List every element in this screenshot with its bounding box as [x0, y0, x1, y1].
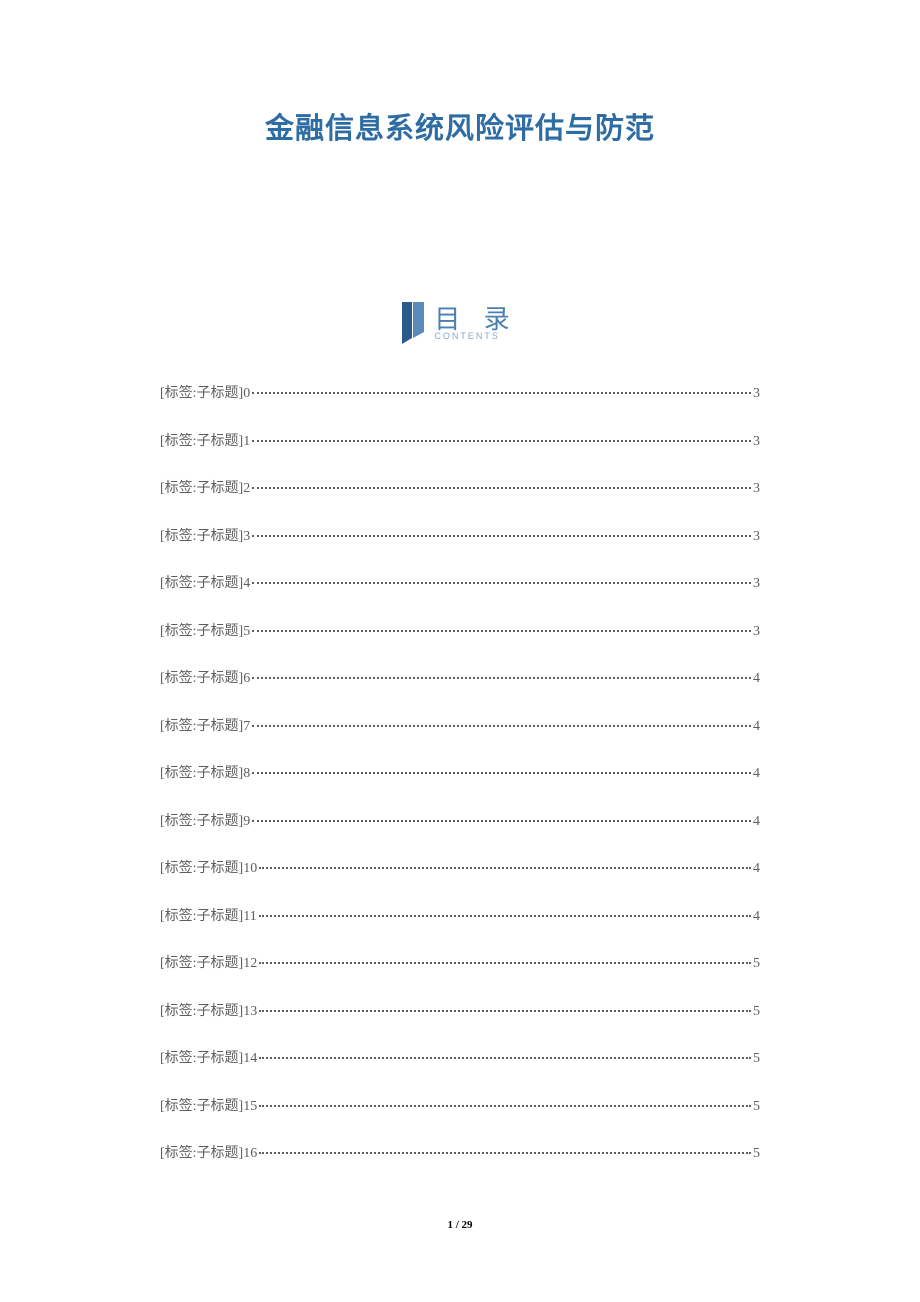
toc-dots [252, 630, 751, 632]
toc-item-page: 5 [753, 956, 760, 972]
toc-item-label: [标签:子标题]0 [160, 382, 250, 402]
toc-item-label: [标签:子标题]4 [160, 572, 250, 592]
toc-item: [标签:子标题]13 5 [160, 1000, 760, 1020]
toc-dots [252, 487, 751, 489]
toc-item-page: 4 [753, 719, 760, 735]
contents-label: 目 录 [434, 305, 517, 334]
toc-dots [252, 772, 751, 774]
toc-item-label: [标签:子标题]14 [160, 1047, 257, 1067]
toc-item-label: [标签:子标题]2 [160, 477, 250, 497]
toc-item: [标签:子标题]0 3 [160, 382, 760, 402]
toc-item: [标签:子标题]11 4 [160, 905, 760, 925]
toc-item: [标签:子标题]2 3 [160, 477, 760, 497]
toc-item-page: 4 [753, 766, 760, 782]
toc-item-page: 5 [753, 1099, 760, 1115]
toc-dots [252, 392, 751, 394]
toc-dots [252, 677, 751, 679]
toc-item-label: [标签:子标题]7 [160, 715, 250, 735]
toc-item-label: [标签:子标题]6 [160, 667, 250, 687]
toc-item-label: [标签:子标题]9 [160, 810, 250, 830]
footer-separator: / [453, 1219, 462, 1231]
toc-dots [259, 1152, 751, 1154]
toc-dots [259, 1057, 751, 1059]
document-page: 金融信息系统风险评估与防范 目 录 CONTENTS [标签:子标题]03[标签… [0, 0, 920, 1162]
page-footer: 1 / 29 [0, 1219, 920, 1231]
toc-item: [标签:子标题]3 3 [160, 525, 760, 545]
toc-item-page: 4 [753, 909, 760, 925]
toc-item: [标签:子标题]14 5 [160, 1047, 760, 1067]
toc-item: [标签:子标题]1 3 [160, 430, 760, 450]
toc-item-label: [标签:子标题]10 [160, 857, 257, 877]
toc-dots [259, 1010, 751, 1012]
contents-sublabel: CONTENTS [434, 331, 500, 341]
toc-item: [标签:子标题]12 5 [160, 952, 760, 972]
contents-label-wrap: 目 录 CONTENTS [434, 305, 517, 342]
toc-item-label: [标签:子标题]3 [160, 525, 250, 545]
contents-header: 目 录 CONTENTS [160, 302, 760, 344]
toc-item-page: 3 [753, 624, 760, 640]
toc-item-page: 4 [753, 814, 760, 830]
toc-item-label: [标签:子标题]12 [160, 952, 257, 972]
toc-item: [标签:子标题]4 3 [160, 572, 760, 592]
toc-item-page: 3 [753, 434, 760, 450]
toc-dots [252, 820, 751, 822]
toc-item: [标签:子标题]15 5 [160, 1095, 760, 1115]
toc-item-page: 3 [753, 529, 760, 545]
toc-dots [252, 440, 751, 442]
toc-item-label: [标签:子标题]5 [160, 620, 250, 640]
toc-item-label: [标签:子标题]15 [160, 1095, 257, 1115]
contents-icon [402, 302, 424, 344]
toc-list: [标签:子标题]03[标签:子标题]13[标签:子标题]23[标签:子标题]33… [160, 382, 760, 1162]
toc-item-label: [标签:子标题]1 [160, 430, 250, 450]
toc-item: [标签:子标题]16 5 [160, 1142, 760, 1162]
toc-item: [标签:子标题]8 4 [160, 762, 760, 782]
toc-item-page: 3 [753, 386, 760, 402]
toc-item-page: 3 [753, 576, 760, 592]
toc-item-page: 5 [753, 1004, 760, 1020]
toc-item: [标签:子标题]5 3 [160, 620, 760, 640]
toc-item: [标签:子标题]10 4 [160, 857, 760, 877]
toc-item: [标签:子标题]9 4 [160, 810, 760, 830]
toc-dots [252, 582, 751, 584]
toc-item-label: [标签:子标题]11 [160, 905, 257, 925]
toc-dots [259, 962, 751, 964]
toc-item-page: 3 [753, 481, 760, 497]
toc-item-page: 5 [753, 1146, 760, 1162]
footer-total: 29 [462, 1219, 473, 1231]
toc-item: [标签:子标题]7 4 [160, 715, 760, 735]
toc-item-label: [标签:子标题]13 [160, 1000, 257, 1020]
toc-item-page: 5 [753, 1051, 760, 1067]
toc-item-label: [标签:子标题]8 [160, 762, 250, 782]
toc-item: [标签:子标题]6 4 [160, 667, 760, 687]
toc-dots [252, 535, 751, 537]
toc-item-page: 4 [753, 861, 760, 877]
toc-dots [259, 1105, 751, 1107]
toc-item-page: 4 [753, 671, 760, 687]
toc-dots [252, 725, 751, 727]
toc-dots [259, 867, 751, 869]
toc-dots [259, 915, 751, 917]
document-title: 金融信息系统风险评估与防范 [160, 105, 760, 147]
toc-item-label: [标签:子标题]16 [160, 1142, 257, 1162]
